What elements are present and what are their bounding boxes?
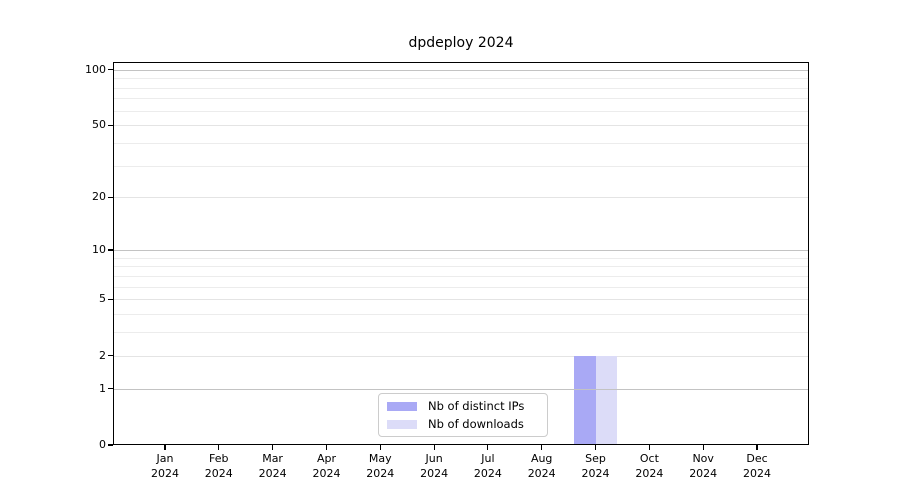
y-tick-label: 5 — [99, 292, 106, 306]
x-tick-label: Nov 2024 — [689, 452, 718, 480]
x-tick-label: Jul 2024 — [473, 452, 502, 480]
minor-gridline — [114, 266, 808, 268]
y-tick-label: 2 — [99, 348, 106, 362]
plot-area — [113, 62, 809, 445]
minor-gridline — [114, 87, 808, 89]
y-tick — [108, 249, 113, 251]
x-tick-label: Mar 2024 — [258, 452, 287, 480]
y-tick-label: 20 — [92, 190, 106, 204]
minor-gridline — [114, 286, 808, 288]
x-tick-label: Feb 2024 — [204, 452, 233, 480]
minor-gridline — [114, 143, 808, 144]
minor-gridline — [114, 165, 808, 167]
legend-label-downloads: Nb of downloads — [428, 417, 524, 431]
x-tick — [756, 445, 758, 450]
x-tick — [164, 445, 166, 450]
major-gridline — [114, 388, 808, 390]
x-tick-label: Dec 2024 — [743, 452, 771, 480]
y-tick — [108, 124, 113, 126]
bar-distinct-ips — [574, 355, 596, 445]
x-tick-label: Oct 2024 — [635, 452, 664, 480]
y-tick — [108, 196, 113, 198]
y-tick-label: 0 — [99, 438, 106, 451]
legend-label-distinct-ips: Nb of distinct IPs — [428, 399, 525, 413]
x-tick — [218, 445, 220, 450]
minor-gridline — [114, 78, 808, 80]
x-tick — [272, 445, 274, 450]
minor-gridline — [114, 332, 808, 334]
legend: Nb of distinct IPs Nb of downloads — [378, 393, 548, 437]
legend-swatch-distinct-ips — [387, 401, 417, 411]
minor-gridline — [114, 275, 808, 277]
x-tick — [433, 445, 435, 450]
major-gridline — [114, 250, 808, 251]
x-tick — [487, 445, 489, 450]
x-tick — [379, 445, 381, 450]
minor-gridline — [114, 314, 808, 316]
chart-title: dpdeploy 2024 — [408, 35, 514, 51]
labeled-minor-gridline — [114, 299, 808, 301]
x-tick-label: Jun 2024 — [420, 452, 449, 480]
x-tick — [594, 445, 597, 450]
legend-item-downloads: Nb of downloads — [387, 417, 539, 431]
y-tick — [108, 298, 113, 300]
y-tick — [108, 69, 113, 71]
x-tick-label: Jan 2024 — [151, 452, 179, 480]
x-tick-label: Aug 2024 — [527, 452, 556, 480]
x-tick — [541, 445, 543, 450]
labeled-minor-gridline — [114, 355, 808, 357]
legend-item-distinct-ips: Nb of distinct IPs — [387, 399, 539, 413]
y-tick — [108, 444, 113, 446]
labeled-minor-gridline — [114, 125, 808, 127]
labeled-minor-gridline — [114, 197, 808, 199]
x-tick-label: Sep 2024 — [581, 452, 610, 480]
y-tick-label: 10 — [92, 243, 106, 256]
x-tick-label: Apr 2024 — [312, 452, 341, 480]
y-tick — [108, 388, 113, 390]
x-tick — [325, 445, 328, 450]
bar-downloads — [595, 355, 617, 445]
legend-swatch-downloads — [387, 419, 417, 429]
x-tick — [702, 445, 704, 450]
y-tick-label: 50 — [92, 118, 106, 132]
x-tick — [648, 445, 650, 450]
major-gridline — [114, 69, 808, 71]
y-tick — [108, 355, 113, 357]
minor-gridline — [114, 110, 808, 112]
x-tick-label: May 2024 — [366, 452, 395, 480]
minor-gridline — [114, 98, 808, 100]
y-tick-label: 1 — [99, 381, 106, 395]
minor-gridline — [114, 257, 808, 259]
y-tick-label: 100 — [85, 62, 106, 76]
